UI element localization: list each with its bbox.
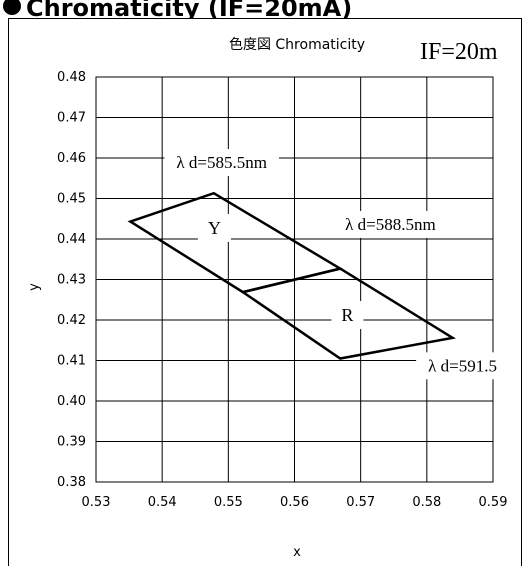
chart-frame bbox=[8, 18, 522, 566]
wavelength-label: λ d=585.5nm bbox=[176, 153, 267, 172]
header-bullet-icon bbox=[3, 0, 21, 15]
annotation-bg bbox=[331, 301, 364, 330]
x-tick-label: 0.54 bbox=[148, 495, 177, 510]
x-axis-label: x bbox=[293, 545, 301, 560]
x-tick-label: 0.53 bbox=[82, 495, 111, 510]
annotation-bg bbox=[197, 213, 231, 242]
partial-header-svg: Chromaticity (IF=20mA) bbox=[3, 0, 352, 18]
y-tick-label: 0.45 bbox=[57, 192, 86, 207]
x-tick-label: 0.59 bbox=[479, 495, 508, 510]
y-tick-label: 0.46 bbox=[57, 151, 86, 166]
plot-area-border bbox=[95, 76, 494, 483]
x-tick-label: 0.57 bbox=[346, 495, 375, 510]
annotation-bg bbox=[333, 210, 448, 238]
y-tick-label: 0.39 bbox=[57, 435, 86, 450]
chart-title: 色度図 Chromaticity bbox=[229, 36, 365, 53]
tick-labels: 0.53 0.54 0.55 0.56 0.57 0.58 0.59 0.38 0.39 0.40… bbox=[57, 70, 507, 510]
region-label: R bbox=[341, 305, 353, 325]
annotation-bg bbox=[416, 352, 509, 380]
y-tick-label: 0.38 bbox=[57, 475, 86, 490]
chromaticity-regions bbox=[127, 191, 457, 360]
region-label: Y bbox=[208, 218, 221, 238]
x-tick-label: 0.55 bbox=[214, 495, 243, 510]
y-tick-label: 0.44 bbox=[57, 232, 86, 247]
y-tick-label: 0.42 bbox=[57, 313, 86, 328]
y-tick-label: 0.43 bbox=[57, 273, 86, 288]
y-tick-label: 0.40 bbox=[57, 394, 86, 409]
y-axis-label: y bbox=[27, 283, 42, 291]
wavelength-label: λ d=591.5 bbox=[428, 356, 497, 375]
annotations: λ d=585.5nm λ d=588.5nm λ d=591.5 Y R bbox=[164, 149, 509, 380]
y-tick-label: 0.47 bbox=[57, 111, 86, 126]
y-tick-label: 0.48 bbox=[57, 70, 86, 85]
x-tick-label: 0.58 bbox=[412, 495, 441, 510]
header-text: Chromaticity (IF=20mA) bbox=[26, 0, 352, 18]
partial-header: Chromaticity (IF=20mA) bbox=[0, 0, 532, 18]
condition-label: IF=20m bbox=[420, 39, 498, 65]
wavelength-label: λ d=588.5nm bbox=[345, 215, 436, 234]
region-r-outline bbox=[239, 267, 457, 360]
x-tick-label: 0.56 bbox=[280, 495, 309, 510]
annotation-bg bbox=[164, 149, 279, 176]
y-tick-label: 0.41 bbox=[57, 354, 86, 369]
